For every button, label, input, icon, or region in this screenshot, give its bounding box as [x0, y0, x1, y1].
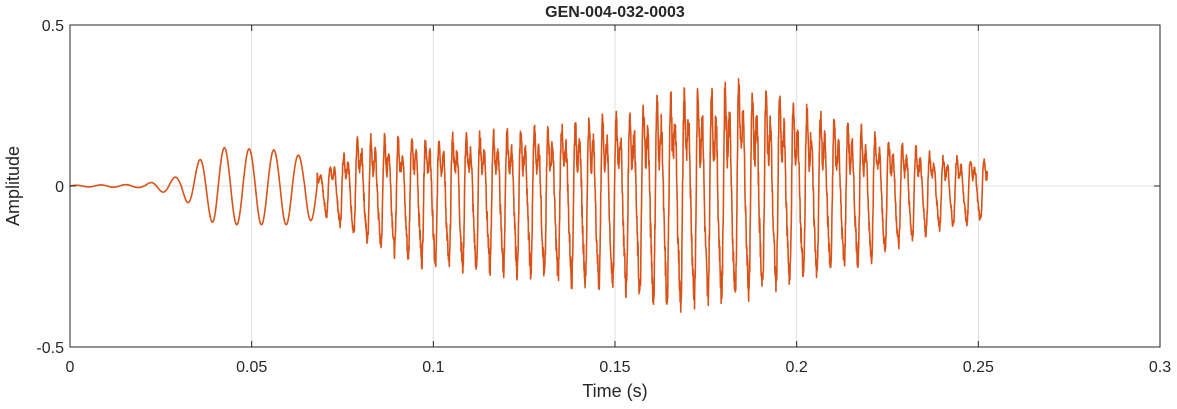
y-tick-label: 0.5	[42, 18, 64, 35]
x-tick-label: 0.2	[786, 359, 808, 376]
x-tick-label: 0.25	[963, 359, 994, 376]
chart-title: GEN-004-032-0003	[545, 4, 685, 21]
x-axis-label: Time (s)	[582, 381, 647, 401]
x-tick-label: 0.1	[422, 359, 444, 376]
waveform-line	[69, 78, 989, 313]
x-tick-label: 0	[66, 359, 75, 376]
plot-layer	[69, 78, 989, 313]
y-tick-label: 0	[55, 179, 64, 196]
axes-layer: 0 0.05 0.1 0.15 0.2 0.25 0.3-0.500.5	[36, 18, 1171, 376]
x-tick-label: 0.3	[1149, 359, 1171, 376]
x-tick-label: 0.15	[599, 359, 630, 376]
x-tick-label: 0.05	[236, 359, 267, 376]
y-tick-label: -0.5	[36, 340, 64, 357]
y-axis-label: Amplitude	[3, 146, 23, 226]
